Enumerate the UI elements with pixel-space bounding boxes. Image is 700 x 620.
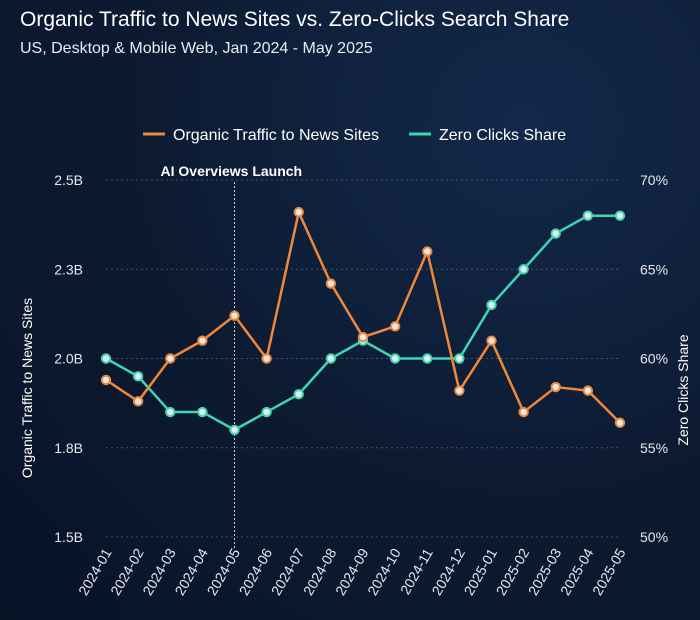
organic-traffic-point (261, 353, 272, 364)
zero-clicks-point (325, 353, 337, 364)
zero-clicks-point (293, 389, 304, 400)
zero-clicks-point (454, 353, 465, 364)
zero-clicks-point (486, 299, 497, 311)
right-tick-label: 60% (640, 351, 668, 367)
legend: Organic Traffic to News Sites Zero Clicks… (143, 127, 566, 144)
zero-clicks-point (582, 210, 594, 221)
left-tick-label: 1.8B (54, 440, 83, 456)
series-group (100, 206, 626, 436)
right-tick-label: 55% (640, 440, 668, 456)
organic-traffic-point (389, 321, 401, 332)
zero-clicks-point (132, 371, 144, 382)
annotation-label: AI Overviews Launch (161, 163, 303, 179)
organic-traffic-point (518, 406, 529, 418)
organic-traffic-point (486, 335, 497, 346)
zero-clicks-point (422, 353, 433, 364)
zero-clicks-point (518, 264, 529, 275)
zero-clicks-point (614, 210, 626, 221)
background-shade (0, 460, 120, 620)
organic-traffic-point (229, 310, 240, 321)
organic-traffic-point (614, 417, 626, 428)
right-axis-title: Zero Clicks Share (675, 334, 691, 445)
zero-clicks-point (550, 228, 561, 239)
chart-subtitle: US, Desktop & Mobile Web, Jan 2024 - May… (20, 40, 373, 57)
zero-clicks-point (261, 406, 272, 418)
annotation-group: AI Overviews Launch (161, 163, 303, 548)
left-axis: 1.5B 1.8B 2.0B 2.3B 2.5B Organic Traffic to N… (19, 172, 83, 545)
zero-clicks-point (100, 353, 112, 364)
zero-clicks-point (165, 406, 176, 418)
x-axis: 2024-012024-022024-032024-042024-052024-… (75, 545, 629, 598)
organic-traffic-point (100, 374, 112, 386)
organic-traffic-point (132, 396, 144, 407)
organic-traffic-point (357, 331, 369, 343)
zero-clicks-point (389, 353, 401, 364)
organic-traffic-point (165, 353, 176, 364)
right-tick-label: 65% (640, 261, 668, 277)
right-tick-label: 50% (640, 529, 668, 545)
left-axis-title: Organic Traffic to News Sites (19, 298, 35, 478)
chart-title: Organic Traffic to News Sites vs. Zero-C… (20, 8, 570, 31)
organic-traffic-point (454, 385, 465, 396)
grid-lines (106, 179, 620, 538)
organic-traffic-point (293, 206, 304, 218)
organic-traffic-point (550, 381, 561, 393)
organic-traffic-point (325, 278, 337, 289)
right-axis: 50% 55% 60% 65% 70% Zero Clicks Share (640, 172, 691, 545)
zero-clicks-point (197, 406, 208, 418)
right-tick-label: 70% (640, 172, 668, 188)
legend-label-2: Zero Clicks Share (439, 127, 566, 144)
organic-traffic-point (422, 246, 433, 257)
organic-traffic-point (582, 385, 594, 396)
left-tick-label: 1.5B (54, 529, 83, 545)
organic-traffic-point (197, 335, 208, 346)
zero-clicks-point (229, 424, 240, 436)
organic-traffic-line (105, 210, 621, 424)
left-tick-label: 2.3B (54, 261, 83, 277)
left-tick-label: 2.0B (54, 351, 83, 367)
left-tick-label: 2.5B (54, 172, 83, 188)
legend-label-1: Organic Traffic to News Sites (173, 127, 379, 144)
